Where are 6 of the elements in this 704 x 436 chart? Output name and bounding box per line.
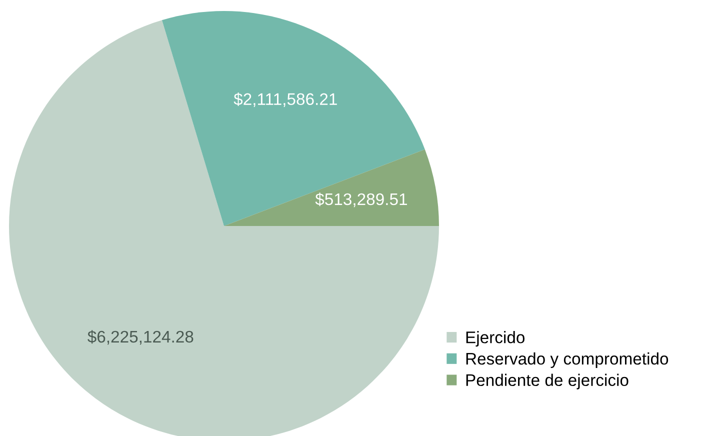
legend-label: Ejercido bbox=[466, 331, 525, 347]
legend-label: Pendiente de ejercicio bbox=[466, 374, 628, 390]
data-label: $6,225,124.28 bbox=[88, 330, 194, 345]
legend-label: Reservado y comprometido bbox=[466, 352, 668, 368]
data-label: $513,289.51 bbox=[315, 192, 407, 208]
data-label: $2,111,586.21 bbox=[234, 92, 337, 108]
